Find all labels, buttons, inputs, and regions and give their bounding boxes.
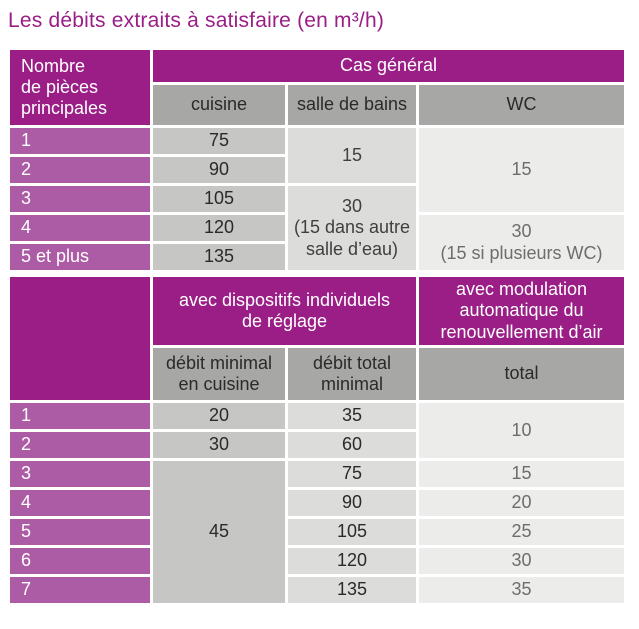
corner-cell-empty bbox=[10, 277, 150, 400]
row-label-4: 4 bbox=[10, 490, 150, 516]
row-label-5: 5 bbox=[10, 519, 150, 545]
col-header-cuisine: cuisine bbox=[153, 85, 285, 125]
row-label-3: 3 bbox=[10, 461, 150, 487]
cell-cuisine-r5: 135 bbox=[153, 244, 285, 270]
group-header-cas-general: Cas général bbox=[153, 50, 624, 82]
corner-header-nombre-pieces: Nombre de pièces principales bbox=[10, 50, 150, 125]
cell-dtm-r1: 35 bbox=[288, 403, 416, 429]
cell-cuisine-r2: 90 bbox=[153, 157, 285, 183]
col-header-salle-de-bains: salle de bains bbox=[288, 85, 416, 125]
page-title: Les débits extraits à satisfaire (en m³/… bbox=[8, 9, 385, 32]
table-dispositifs-modulation: avec dispositifs individuels de réglage … bbox=[7, 274, 627, 606]
cell-dtm-r2: 60 bbox=[288, 432, 416, 458]
cell-cuisine-r3: 105 bbox=[153, 186, 285, 212]
row-label-5-et-plus: 5 et plus bbox=[10, 244, 150, 270]
cell-total-r3: 15 bbox=[419, 461, 624, 487]
col-header-wc: WC bbox=[419, 85, 624, 125]
cell-dtm-r4: 90 bbox=[288, 490, 416, 516]
cell-dmc-r3-7: 45 bbox=[153, 461, 285, 603]
cell-total-r5: 25 bbox=[419, 519, 624, 545]
cell-dtm-r5: 105 bbox=[288, 519, 416, 545]
cell-dtm-r3: 75 bbox=[288, 461, 416, 487]
col-header-debit-total-minimal: débit total minimal bbox=[288, 348, 416, 400]
col-header-total: total bbox=[419, 348, 624, 400]
cell-dmc-r1: 20 bbox=[153, 403, 285, 429]
cell-total-r4: 20 bbox=[419, 490, 624, 516]
row-label-3: 3 bbox=[10, 186, 150, 212]
cell-total-r7: 35 bbox=[419, 577, 624, 603]
col-header-debit-minimal-cuisine: débit minimal en cuisine bbox=[153, 348, 285, 400]
row-label-1: 1 bbox=[10, 128, 150, 154]
cell-total-r1-2: 10 bbox=[419, 403, 624, 458]
row-label-2: 2 bbox=[10, 157, 150, 183]
row-label-6: 6 bbox=[10, 548, 150, 574]
cell-cuisine-r4: 120 bbox=[153, 215, 285, 241]
row-label-2: 2 bbox=[10, 432, 150, 458]
row-label-4: 4 bbox=[10, 215, 150, 241]
cell-total-r6: 30 bbox=[419, 548, 624, 574]
cell-wc-r4-5: 30 (15 si plusieurs WC) bbox=[419, 215, 624, 270]
group-header-modulation: avec modulation automatique du renouvell… bbox=[419, 277, 624, 345]
cell-dtm-r6: 120 bbox=[288, 548, 416, 574]
cell-sdb-r3-5: 30 (15 dans autre salle d’eau) bbox=[288, 186, 416, 270]
row-label-7: 7 bbox=[10, 577, 150, 603]
cell-cuisine-r1: 75 bbox=[153, 128, 285, 154]
cell-dtm-r7: 135 bbox=[288, 577, 416, 603]
cell-dmc-r2: 30 bbox=[153, 432, 285, 458]
row-label-1: 1 bbox=[10, 403, 150, 429]
table-cas-general: Nombre de pièces principales Cas général… bbox=[7, 47, 627, 273]
group-header-dispositifs: avec dispositifs individuels de réglage bbox=[153, 277, 416, 345]
cell-wc-r1-3: 15 bbox=[419, 128, 624, 212]
cell-sdb-r1-2: 15 bbox=[288, 128, 416, 183]
